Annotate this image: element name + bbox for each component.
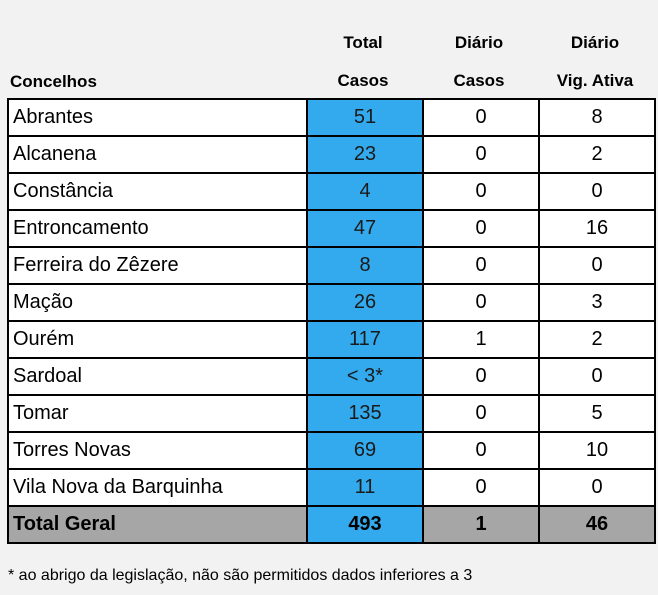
row-diario: 0 bbox=[422, 394, 540, 433]
row-total: 47 bbox=[306, 209, 424, 248]
row-vig: 10 bbox=[538, 431, 656, 470]
header-diario-vig-line2: Vig. Ativa bbox=[556, 71, 634, 90]
row-vig: 2 bbox=[538, 320, 656, 359]
row-vig: 8 bbox=[538, 98, 656, 137]
row-total: 26 bbox=[306, 283, 424, 322]
row-vig: 16 bbox=[538, 209, 656, 248]
row-diario: 0 bbox=[422, 135, 540, 174]
row-name: Ferreira do Zêzere bbox=[7, 246, 308, 285]
row-vig: 2 bbox=[538, 135, 656, 174]
total-geral-vig: 46 bbox=[538, 505, 656, 544]
header-diario-casos-line1: Diário bbox=[454, 33, 504, 52]
header-concelhos: Concelhos bbox=[10, 72, 97, 91]
table-row: Alcanena 23 0 2 bbox=[7, 135, 656, 174]
row-diario: 1 bbox=[422, 320, 540, 359]
row-vig: 0 bbox=[538, 468, 656, 507]
row-total: 11 bbox=[306, 468, 424, 507]
row-name: Torres Novas bbox=[7, 431, 308, 470]
header-diario-vig: Diário Vig. Ativa bbox=[538, 33, 652, 109]
header-diario-vig-line1: Diário bbox=[570, 33, 620, 52]
table-row: Entroncamento 47 0 16 bbox=[7, 209, 656, 248]
header-total-line2: Casos bbox=[337, 71, 389, 90]
row-total: 23 bbox=[306, 135, 424, 174]
header-total-casos: Total Casos bbox=[306, 33, 420, 109]
table-row: Constância 4 0 0 bbox=[7, 172, 656, 211]
row-name: Ourém bbox=[7, 320, 308, 359]
total-geral-label: Total Geral bbox=[7, 505, 308, 544]
row-name: Alcanena bbox=[7, 135, 308, 174]
table-row: Tomar 135 0 5 bbox=[7, 394, 656, 433]
row-vig: 5 bbox=[538, 394, 656, 433]
row-vig: 0 bbox=[538, 246, 656, 285]
row-name: Abrantes bbox=[7, 98, 308, 137]
header-diario-casos-line2: Casos bbox=[453, 71, 505, 90]
total-geral-total: 493 bbox=[306, 505, 424, 544]
table-row: Ferreira do Zêzere 8 0 0 bbox=[7, 246, 656, 285]
row-name: Entroncamento bbox=[7, 209, 308, 248]
total-geral-row: Total Geral 493 1 46 bbox=[7, 505, 656, 544]
table-header: Concelhos Total Casos Diário Casos Diári… bbox=[0, 0, 658, 98]
row-diario: 0 bbox=[422, 172, 540, 211]
row-diario: 0 bbox=[422, 209, 540, 248]
table-row: Sardoal < 3* 0 0 bbox=[7, 357, 656, 396]
row-total: 135 bbox=[306, 394, 424, 433]
row-name: Vila Nova da Barquinha bbox=[7, 468, 308, 507]
table-row: Mação 26 0 3 bbox=[7, 283, 656, 322]
row-diario: 0 bbox=[422, 431, 540, 470]
row-total: 117 bbox=[306, 320, 424, 359]
row-name: Constância bbox=[7, 172, 308, 211]
row-total: < 3* bbox=[306, 357, 424, 396]
row-diario: 0 bbox=[422, 246, 540, 285]
row-vig: 0 bbox=[538, 172, 656, 211]
row-diario: 0 bbox=[422, 357, 540, 396]
row-name: Mação bbox=[7, 283, 308, 322]
header-total-line1: Total bbox=[343, 33, 383, 52]
row-name: Tomar bbox=[7, 394, 308, 433]
row-total: 51 bbox=[306, 98, 424, 137]
row-total: 69 bbox=[306, 431, 424, 470]
row-diario: 0 bbox=[422, 468, 540, 507]
cases-table: Abrantes 51 0 8 Alcanena 23 0 2 Constânc… bbox=[7, 98, 656, 544]
row-total: 8 bbox=[306, 246, 424, 285]
row-diario: 0 bbox=[422, 283, 540, 322]
row-diario: 0 bbox=[422, 98, 540, 137]
row-name: Sardoal bbox=[7, 357, 308, 396]
row-vig: 0 bbox=[538, 357, 656, 396]
footnote: * ao abrigo da legislação, não são permi… bbox=[8, 567, 473, 584]
table-row: Ourém 117 1 2 bbox=[7, 320, 656, 359]
header-diario-casos: Diário Casos bbox=[422, 33, 536, 109]
table-row: Abrantes 51 0 8 bbox=[7, 98, 656, 137]
table-row: Torres Novas 69 0 10 bbox=[7, 431, 656, 470]
table-row: Vila Nova da Barquinha 11 0 0 bbox=[7, 468, 656, 507]
row-vig: 3 bbox=[538, 283, 656, 322]
row-total: 4 bbox=[306, 172, 424, 211]
total-geral-diario: 1 bbox=[422, 505, 540, 544]
